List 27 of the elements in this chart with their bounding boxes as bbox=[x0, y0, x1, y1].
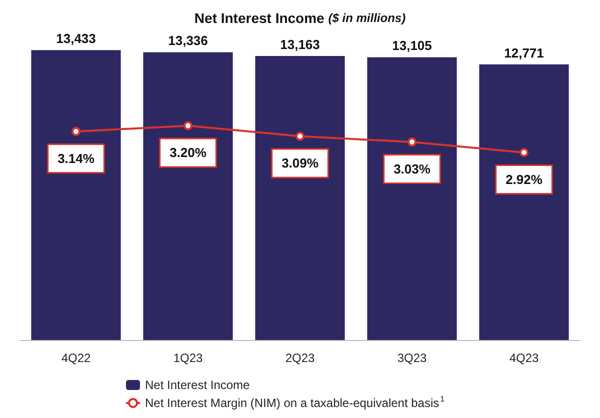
x-tick-label: 2Q23 bbox=[285, 351, 315, 365]
bar bbox=[255, 56, 345, 340]
data-label: 13,336 bbox=[168, 33, 208, 48]
point bbox=[408, 137, 416, 146]
x-tick-label: 3Q23 bbox=[397, 351, 427, 365]
point bbox=[520, 148, 528, 157]
x-tick-label: 4Q23 bbox=[509, 351, 539, 365]
data-label: 13,163 bbox=[280, 36, 320, 52]
data-label: 12,771 bbox=[504, 45, 544, 60]
data-label: 3.14% bbox=[58, 150, 95, 166]
bar bbox=[143, 52, 233, 340]
data-label: 3.20% bbox=[170, 145, 207, 160]
point bbox=[72, 126, 80, 136]
data-label: 3.03% bbox=[394, 161, 431, 176]
point bbox=[184, 121, 192, 130]
data-label: 13,433 bbox=[56, 31, 96, 46]
data-label: 13,105 bbox=[392, 38, 432, 54]
chart-title: Net Interest Income ($ in millions) bbox=[194, 10, 406, 26]
legend-label: Net Interest Income bbox=[145, 378, 250, 392]
x-tick-label: 4Q22 bbox=[61, 351, 91, 365]
bar bbox=[31, 50, 121, 340]
point bbox=[296, 132, 304, 141]
data-label: 3.09% bbox=[282, 156, 319, 171]
bar bbox=[367, 57, 457, 340]
data-label: 2.92% bbox=[506, 172, 543, 187]
x-tick-label: 1Q23 bbox=[173, 351, 203, 365]
bar bbox=[479, 64, 569, 340]
